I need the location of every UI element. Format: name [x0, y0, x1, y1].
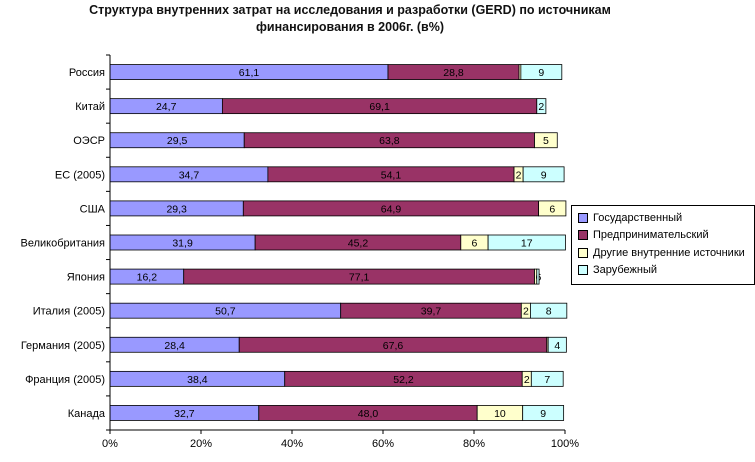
x-tick-label: 60%: [372, 438, 394, 450]
chart-legend: Государственный Предпринимательский Другие…: [571, 205, 755, 285]
bar-segment: [536, 268, 540, 285]
data-label: 2: [524, 374, 530, 386]
data-label: 24,7: [156, 101, 177, 113]
data-label: 48,0: [358, 408, 379, 420]
legend-swatch: [578, 265, 588, 276]
bar-segment: [547, 336, 567, 353]
data-label: 10: [494, 408, 506, 420]
bar-segment: [530, 370, 564, 387]
data-label: 32,7: [174, 408, 195, 420]
category-label: ЕС (2005): [55, 169, 105, 181]
data-label: 50,7: [215, 306, 236, 318]
chart-title-line-1: Структура внутренних затрат на исследова…: [89, 3, 611, 17]
data-label: 28,4: [164, 340, 185, 352]
x-tick-label: 100%: [551, 438, 579, 450]
data-label: 29,3: [166, 203, 187, 215]
x-tick-label: 80%: [463, 438, 485, 450]
legend-swatch: [578, 247, 588, 258]
data-label: 6: [472, 238, 478, 250]
data-label: 7: [544, 374, 550, 386]
chart-title-line-2: финансирования в 2006г. (в%): [255, 20, 445, 34]
data-label: 67,6: [383, 340, 404, 352]
legend-item: Другие внутренние источники: [578, 244, 754, 262]
data-label: 8: [546, 306, 552, 318]
x-tick-label: 0%: [102, 438, 118, 450]
bar-segment: [487, 234, 566, 251]
chart-title: Структура внутренних затрат на исследова…: [60, 2, 640, 36]
data-label: 9: [538, 67, 544, 79]
bar-segment: [522, 405, 565, 421]
data-label: 4: [554, 340, 560, 352]
data-label: 2: [523, 306, 529, 318]
legend-item: Государственный: [578, 209, 754, 227]
data-label: 31,9: [172, 238, 193, 250]
data-label: 16,2: [137, 272, 158, 284]
bar-segment: [536, 98, 547, 115]
category-label: Китай: [75, 101, 105, 113]
legend-label: Предпринимательский: [593, 229, 709, 242]
bar-segment: [530, 302, 568, 319]
data-label: 77,1: [349, 272, 370, 284]
category-label: Япония: [67, 272, 105, 284]
category-label: Великобритания: [21, 238, 106, 250]
data-label: 6: [549, 203, 555, 215]
legend-item: Зарубежный: [578, 262, 754, 280]
legend-label: Государственный: [593, 211, 683, 224]
data-label: 28,8: [443, 67, 464, 79]
legend-label: Другие внутренние источники: [593, 246, 745, 259]
data-label: 2: [538, 101, 544, 113]
category-label: Италия (2005): [33, 306, 105, 318]
data-label: 45,2: [348, 238, 369, 250]
legend-label: Зарубежный: [593, 264, 658, 277]
category-label: Россия: [69, 67, 105, 79]
legend-swatch: [578, 212, 588, 223]
x-tick-label: 40%: [281, 438, 303, 450]
category-label: Франция (2005): [25, 374, 105, 386]
data-label: 39,7: [421, 306, 442, 318]
data-label: 52,2: [393, 374, 414, 386]
data-label: 2: [516, 169, 522, 181]
data-label: 9: [541, 169, 547, 181]
data-label: 38,4: [187, 374, 208, 386]
data-label: 5: [543, 135, 549, 147]
data-label: 54,1: [381, 169, 402, 181]
category-label: США: [80, 203, 106, 215]
data-label: 64,9: [381, 203, 402, 215]
bar-segment: [534, 132, 558, 149]
data-label: 9: [540, 408, 546, 420]
data-label: 63,8: [379, 135, 400, 147]
category-label: ОЭСР: [73, 135, 105, 147]
category-label: Германия (2005): [21, 340, 105, 352]
legend-item: Предпринимательский: [578, 227, 754, 245]
bar-segment: [520, 64, 563, 80]
category-label: Канада: [68, 408, 106, 420]
data-label: 17: [521, 238, 533, 250]
data-label: 69,1: [369, 101, 390, 113]
x-tick-label: 20%: [190, 438, 212, 450]
legend-swatch: [578, 230, 588, 241]
data-label: 29,5: [167, 135, 188, 147]
data-label: 61,1: [239, 67, 260, 79]
bar-segment: [522, 166, 565, 183]
data-label: 34,7: [179, 169, 200, 181]
bar-segment: [538, 200, 567, 217]
